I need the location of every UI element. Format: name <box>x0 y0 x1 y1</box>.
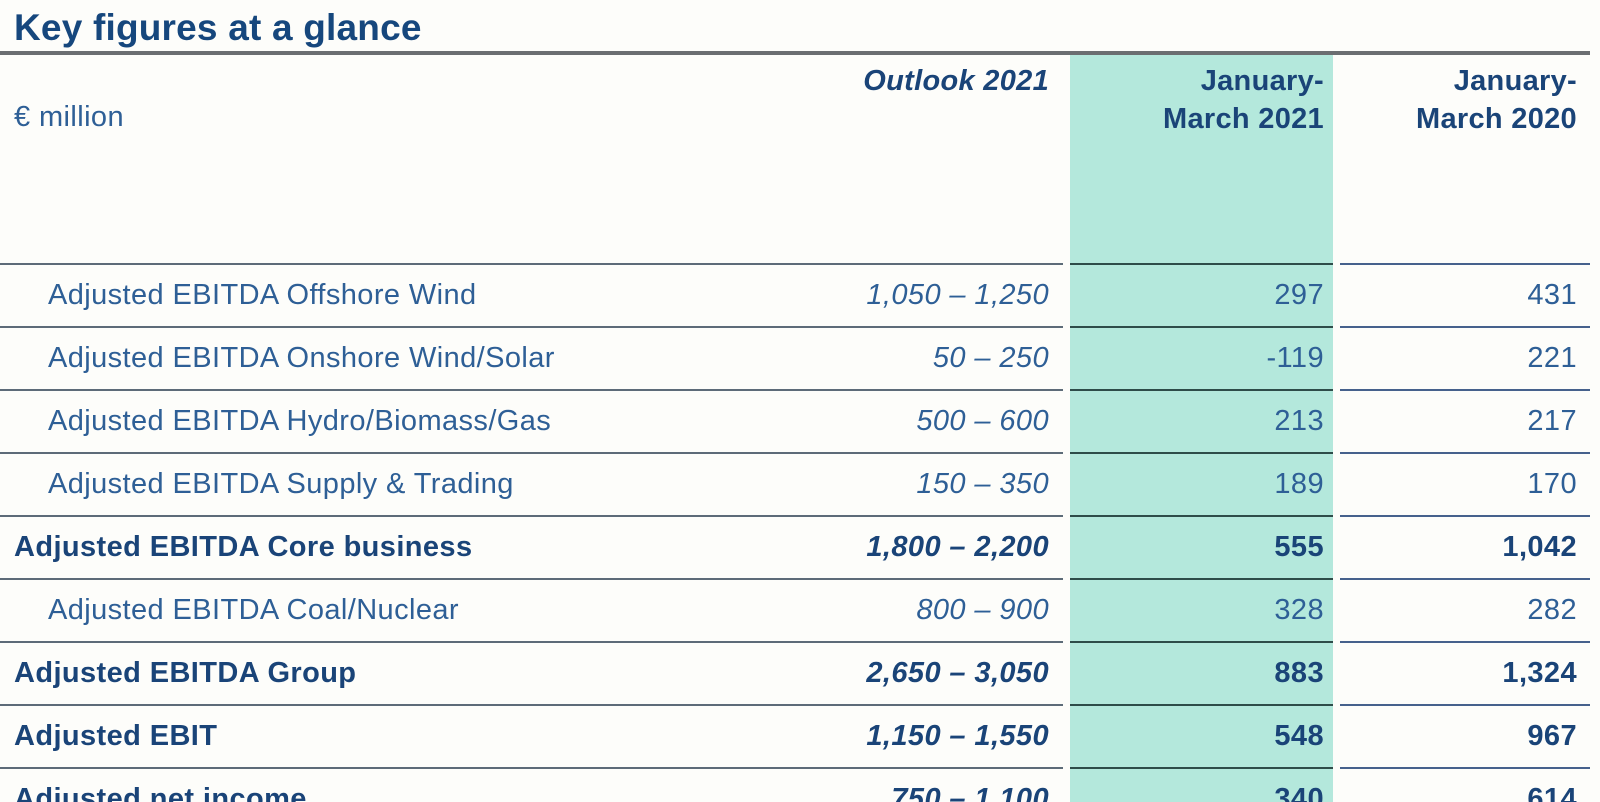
table-row-supply-trading: Adjusted EBITDA Supply & Trading 150 – 3… <box>0 452 1590 516</box>
table-header: € million Outlook 2021 January- March 20… <box>0 55 1590 264</box>
column-gap <box>1333 55 1340 264</box>
table-row-hydro-biomass-gas: Adjusted EBITDA Hydro/Biomass/Gas 500 – … <box>0 389 1590 453</box>
table-row-onshore-wind-solar: Adjusted EBITDA Onshore Wind/Solar 50 – … <box>0 326 1590 390</box>
row-label: Adjusted EBITDA Core business <box>0 515 800 579</box>
outlook-value: 50 – 250 <box>800 326 1063 390</box>
outlook-value: 150 – 350 <box>800 452 1063 516</box>
jan-mar-2021-value: 548 <box>1070 704 1333 768</box>
table-row-coal-nuclear: Adjusted EBITDA Coal/Nuclear 800 – 900 3… <box>0 578 1590 642</box>
column-gap <box>1333 453 1340 516</box>
title-divider <box>0 51 1590 55</box>
table-row-adjusted-ebit: Adjusted EBIT 1,150 – 1,550 548 967 <box>0 704 1590 768</box>
jan-mar-2020-value: 614 <box>1340 767 1590 802</box>
column-gap <box>1333 390 1340 453</box>
table-row-adjusted-net-income: Adjusted net income 750 – 1,100 340 614 <box>0 767 1590 802</box>
column-gap <box>1333 579 1340 642</box>
table-row-core-business: Adjusted EBITDA Core business 1,800 – 2,… <box>0 515 1590 579</box>
jan-mar-2020-value: 221 <box>1340 326 1590 390</box>
column-gap <box>1063 55 1070 264</box>
row-label: Adjusted EBIT <box>0 704 800 768</box>
jan-mar-2020-value: 1,324 <box>1340 641 1590 705</box>
jan-mar-2020-value: 431 <box>1340 263 1590 327</box>
column-gap <box>1333 327 1340 390</box>
column-header-jan-mar-2021: January- March 2021 <box>1070 55 1333 264</box>
jan-mar-2021-value: 340 <box>1070 767 1333 802</box>
jan-mar-2020-value: 967 <box>1340 704 1590 768</box>
column-header-jan-mar-2020: January- March 2020 <box>1416 65 1577 135</box>
column-gap <box>1063 453 1070 516</box>
row-label: Adjusted EBITDA Group <box>0 641 800 705</box>
column-gap <box>1333 516 1340 579</box>
column-gap <box>1333 768 1340 802</box>
jan-mar-2021-value: -119 <box>1070 326 1333 390</box>
outlook-value: 500 – 600 <box>800 389 1063 453</box>
jan-mar-2020-value: 217 <box>1340 389 1590 453</box>
unit-label: € million <box>14 101 124 133</box>
column-gap <box>1063 390 1070 453</box>
jan-mar-2021-value: 297 <box>1070 263 1333 327</box>
table-row-offshore-wind: Adjusted EBITDA Offshore Wind 1,050 – 1,… <box>0 263 1590 327</box>
key-figures-table: € million Outlook 2021 January- March 20… <box>0 55 1590 802</box>
column-gap <box>1333 705 1340 768</box>
page-title: Key figures at a glance <box>14 7 422 48</box>
jan-mar-2021-value: 213 <box>1070 389 1333 453</box>
column-gap <box>1063 516 1070 579</box>
column-gap <box>1063 327 1070 390</box>
row-label: Adjusted EBITDA Onshore Wind/Solar <box>0 326 800 390</box>
jan-mar-2020-value: 1,042 <box>1340 515 1590 579</box>
outlook-value: 750 – 1,100 <box>800 767 1063 802</box>
jan-mar-2020-value: 282 <box>1340 578 1590 642</box>
jan-mar-2020-value: 170 <box>1340 452 1590 516</box>
table-row-ebitda-group: Adjusted EBITDA Group 2,650 – 3,050 883 … <box>0 641 1590 705</box>
row-label: Adjusted EBITDA Hydro/Biomass/Gas <box>0 389 800 453</box>
jan-mar-2021-value: 189 <box>1070 452 1333 516</box>
jan-mar-2021-value: 555 <box>1070 515 1333 579</box>
row-label: Adjusted EBITDA Supply & Trading <box>0 452 800 516</box>
outlook-value: 1,800 – 2,200 <box>800 515 1063 579</box>
column-gap <box>1063 579 1070 642</box>
row-label: Adjusted EBITDA Coal/Nuclear <box>0 578 800 642</box>
column-gap <box>1063 264 1070 327</box>
jan-mar-2021-value: 883 <box>1070 641 1333 705</box>
column-gap <box>1333 264 1340 327</box>
column-gap <box>1063 768 1070 802</box>
row-label: Adjusted EBITDA Offshore Wind <box>0 263 800 327</box>
outlook-value: 800 – 900 <box>800 578 1063 642</box>
outlook-value: 1,050 – 1,250 <box>800 263 1063 327</box>
outlook-value: 2,650 – 3,050 <box>800 641 1063 705</box>
column-gap <box>1333 642 1340 705</box>
column-header-outlook-2021: Outlook 2021 <box>863 65 1049 97</box>
column-gap <box>1063 705 1070 768</box>
outlook-value: 1,150 – 1,550 <box>800 704 1063 768</box>
jan-mar-2021-value: 328 <box>1070 578 1333 642</box>
row-label: Adjusted net income <box>0 767 800 802</box>
column-gap <box>1063 642 1070 705</box>
